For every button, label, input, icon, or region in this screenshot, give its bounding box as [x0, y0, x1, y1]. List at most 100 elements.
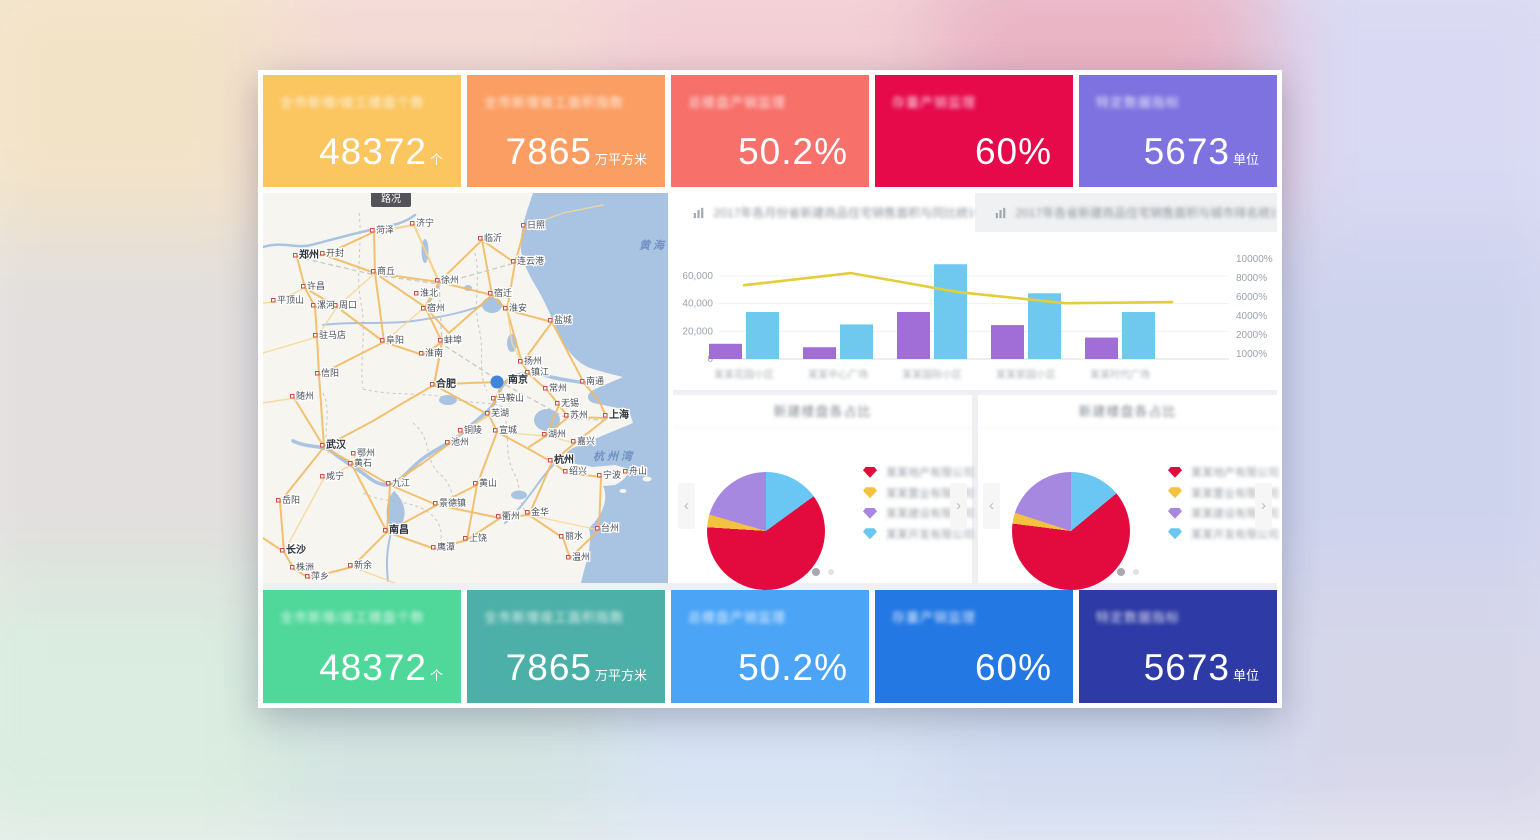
city-marker-淮安: 淮安 [503, 301, 528, 314]
city-marker-icon [488, 291, 493, 296]
svg-text:芜湖: 芜湖 [491, 407, 509, 418]
svg-text:岳阳: 岳阳 [282, 494, 300, 505]
city-marker-九江: 九江 [386, 477, 411, 489]
dashboard-panel: 全市新增/竣工楼盘个数 48372 个全市新增竣工面积指数 7865 万平方米 总楼盘产销… [258, 70, 1282, 708]
city-marker-icon [280, 548, 285, 553]
svg-text:镇江: 镇江 [531, 366, 549, 377]
pager-dot-2[interactable] [827, 569, 834, 575]
china-map[interactable]: 济宁 日照 临沂 菏泽 连云港 郑州 开封 商丘 徐州 淮北 宿迁 宿州 淮安 盐城 许昌 平顶山 漯河 周口 驻马… [263, 193, 668, 583]
pager-dot-1[interactable] [811, 568, 820, 576]
svg-text:周口: 周口 [339, 300, 357, 310]
city-marker-苏州: 苏州 [564, 408, 589, 421]
svg-text:南京: 南京 [508, 373, 528, 386]
svg-text:10000%: 10000% [1236, 254, 1273, 265]
sea-label: 杭州湾 [593, 450, 635, 463]
svg-text:咸宁: 咸宁 [326, 470, 344, 481]
svg-text:宣城: 宣城 [499, 424, 517, 435]
city-marker-icon [290, 565, 295, 570]
city-marker-icon [320, 443, 325, 448]
city-marker-icon [419, 351, 424, 356]
legend-item-1[interactable]: 某某地产有限公司 [1168, 462, 1279, 483]
city-marker-icon [496, 514, 501, 519]
svg-text:台州: 台州 [601, 522, 619, 533]
svg-text:南通: 南通 [586, 375, 604, 386]
chevron-right-icon[interactable]: › [1255, 482, 1272, 529]
bar-purple-bar-3 [897, 311, 930, 359]
city-marker-绍兴: 绍兴 [563, 464, 588, 477]
legend-item-4[interactable]: 某某开发有限公司 [863, 524, 974, 545]
city-marker-icon [435, 278, 440, 283]
svg-text:40,000: 40,000 [682, 299, 713, 310]
svg-text:绍兴: 绍兴 [569, 465, 587, 476]
legend-item-1[interactable]: 某某地产有限公司 [863, 462, 974, 483]
pager-dot-1[interactable] [1116, 568, 1125, 576]
city-marker-长沙: 长沙 [280, 542, 307, 557]
stat-card-title: 全市新增/竣工楼盘个数 [280, 95, 425, 110]
stat-card-top-2: 全市新增竣工面积指数 7865 万平方米 [467, 75, 665, 187]
city-marker-宣城: 宣城 [493, 423, 518, 436]
bar-chart-icon [693, 207, 704, 218]
city-marker-icon [571, 439, 576, 444]
city-marker-icon [548, 318, 553, 323]
city-marker-上海: 上海 [603, 407, 630, 422]
pager-dot-2[interactable] [1132, 569, 1139, 575]
city-marker-武汉: 武汉 [320, 437, 348, 452]
city-marker-株洲: 株洲 [290, 560, 315, 573]
tab-monthly-sales[interactable]: 2017年各月份省新建商品住宅销售面积与同比统计 （单位：万㎡） [673, 193, 975, 232]
city-marker-湖州: 湖州 [542, 428, 567, 440]
bar-line-chart: 60,000 40,000 20,000 0 10000% 8000% 6000% 4000%… [673, 232, 1277, 390]
stat-card-bottom-3: 总楼盘产销监理 50.2% [671, 590, 869, 703]
city-marker-icon [511, 259, 516, 264]
city-marker-镇江: 镇江 [525, 365, 550, 378]
city-marker-icon [542, 432, 547, 437]
svg-text:4000%: 4000% [1236, 311, 1267, 322]
svg-text:某某时代广场: 某某时代广场 [1090, 368, 1150, 381]
traffic-button[interactable]: 路况 [371, 193, 411, 207]
city-marker-icon [603, 413, 608, 418]
svg-text:某某花园小区: 某某花园小区 [714, 368, 774, 381]
chevron-left-icon[interactable]: ‹ [983, 482, 1000, 529]
legend-label: 某某地产有限公司 [1191, 467, 1279, 480]
svg-text:阜阳: 阜阳 [386, 334, 404, 345]
city-marker-icon [518, 359, 523, 364]
svg-text:南昌: 南昌 [389, 523, 409, 536]
city-marker-icon [333, 303, 338, 308]
pie-title: 新建楼盘各占比 [978, 395, 1277, 428]
stat-card-bottom-2: 全市新增竣工面积指数 7865 万平方米 [467, 590, 665, 703]
map-selected-city-dot[interactable] [490, 375, 504, 389]
stat-card-top-1: 全市新增/竣工楼盘个数 48372 个 [263, 75, 461, 187]
city-marker-icon [371, 269, 376, 274]
city-marker-池州: 池州 [445, 435, 470, 448]
svg-text:商丘: 商丘 [377, 265, 395, 276]
legend-gem-icon [863, 466, 877, 478]
city-marker-新余: 新余 [348, 558, 373, 571]
svg-text:连云港: 连云港 [517, 255, 544, 266]
svg-text:1000%: 1000% [1236, 349, 1267, 360]
tab-province-ranking[interactable]: 2017年各省新建商品住宅销售面积与城市排名统计 （单位：万㎡） [975, 193, 1277, 232]
city-marker-平顶山: 平顶山 [271, 294, 305, 306]
svg-text:信阳: 信阳 [321, 367, 339, 378]
svg-text:6000%: 6000% [1236, 292, 1267, 303]
svg-text:无锡: 无锡 [561, 398, 579, 408]
city-marker-icon [410, 221, 415, 226]
chevron-right-icon[interactable]: › [950, 482, 967, 529]
svg-text:8000%: 8000% [1236, 273, 1267, 284]
chevron-left-icon[interactable]: ‹ [678, 482, 695, 529]
city-marker-icon [320, 474, 325, 479]
svg-text:济宁: 济宁 [416, 217, 434, 228]
city-marker-无锡: 无锡 [555, 397, 580, 409]
city-marker-icon [555, 401, 560, 406]
city-marker-杭州: 杭州 [548, 452, 575, 467]
svg-text:嘉兴: 嘉兴 [577, 435, 595, 446]
svg-text:苏州: 苏州 [570, 409, 588, 420]
city-marker-icon [315, 371, 320, 376]
legend-item-4[interactable]: 某某开发有限公司 [1168, 524, 1279, 545]
svg-text:某某中心广场: 某某中心广场 [808, 368, 868, 381]
svg-text:鄂州: 鄂州 [357, 448, 375, 458]
city-marker-icon [493, 428, 498, 433]
legend-gem-icon [863, 507, 877, 519]
city-marker-嘉兴: 嘉兴 [571, 434, 596, 447]
svg-text:临沂: 临沂 [484, 232, 502, 243]
carousel-pager [978, 568, 1277, 576]
